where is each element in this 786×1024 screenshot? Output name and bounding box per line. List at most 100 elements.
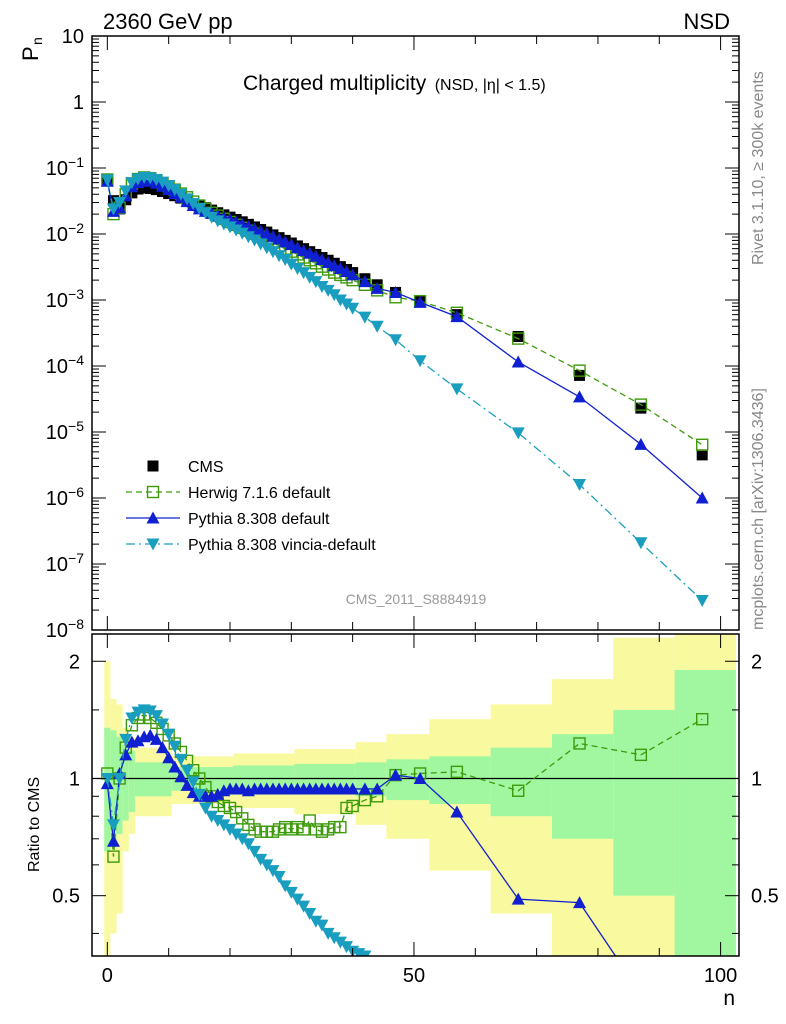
legend-entry-1: Herwig 7.1.6 default [126,485,331,502]
ratio-data-point [297,900,311,913]
main-data-point [260,242,274,255]
main-chart-subtitle: (NSD, |η| < 1.5) [435,77,546,94]
ratio-y-tick-label: 1 [69,768,80,790]
main-y-tick-label: 10 [62,26,84,48]
ratio-data-point [131,734,145,747]
ratio-data-point [106,819,120,832]
main-data-point [297,267,311,280]
ratio-data-point [168,740,182,753]
analysis-id-label: CMS_2011_S8884919 [346,591,487,607]
main-frame [91,35,740,631]
main-data-point [205,211,219,224]
main-data-point [573,390,587,403]
main-data-point [162,180,176,193]
main-data-point [327,289,341,302]
legend-label: CMS [188,459,224,476]
ratio-y-axis-label: Ratio to CMS [26,777,43,872]
inner-uncertainty-band [674,669,736,956]
main-data-point [346,268,360,281]
ratio-data-point [162,728,176,741]
main-data-point [511,355,525,368]
ratio-data-point [358,950,372,956]
ratio-y-tick-label-right: 2 [751,651,762,673]
ratio-data-point [143,728,157,741]
main-y-axis-label-subscript: n [29,37,45,45]
main-data-point [186,197,200,210]
main-data-point [198,207,212,220]
main-data-point [634,398,648,411]
ratio-x-tick-label: 100 [704,965,737,987]
ratio-frame [91,633,740,957]
ratio-data-point [107,850,120,863]
ratio-data-point [174,770,188,783]
main-data-point [450,310,464,323]
main-data-point [107,195,119,207]
ratio-data-point [119,733,133,746]
main-data-point [106,203,120,216]
main-data-point [413,355,427,368]
inner-uncertainty-band [490,747,552,817]
ratio-data-point [634,987,647,999]
main-series-layer [100,171,709,607]
ratio-data-point [149,710,163,723]
ratio-data-point [512,784,525,797]
ratio-data-point [278,880,292,893]
main-data-point [278,254,292,267]
main-data-point [573,364,586,377]
legend-label: Herwig 7.1.6 default [188,485,331,502]
main-data-point [634,437,648,450]
ratio-data-point [358,782,372,795]
legend-marker-swatch [147,460,159,472]
ratio-data-point [229,828,243,841]
ratio-data-point [634,748,648,762]
legend-entry-2: Pythia 8.308 default [126,511,330,528]
ratio-data-point [327,932,341,945]
main-data-point [315,281,329,294]
main-data-point [150,184,162,196]
ratio-data-point [315,919,329,932]
ratio-data-point [389,768,403,781]
main-data-point [634,537,648,550]
ratio-data-point [241,838,255,851]
ratio-data-point [340,941,354,954]
ratio-data-point [413,771,427,784]
main-series-line [106,180,703,499]
ratio-data-point [450,765,464,779]
main-data-point [370,281,384,294]
ratio-series-1 [100,728,647,999]
main-y-tick-label: 10−3 [46,286,84,312]
ratio-x-tick-label: 50 [403,965,425,987]
ratio-data-point [186,776,200,789]
main-data-point [370,320,384,333]
mcplots-note: mcplots.cern.ch [arXiv:1306.3436] [750,388,767,630]
uncertainty-bands [92,634,739,956]
legend-label: Pythia 8.308 vincia-default [188,537,376,554]
main-data-point [340,298,354,311]
ratio-data-point [217,819,231,832]
ratio-data-point [235,833,249,846]
main-data-point [223,221,237,234]
ratio-data-point [573,896,587,909]
ratio-data-point [370,782,384,795]
main-data-point [512,332,525,345]
main-y-tick-label: 10−4 [46,352,84,378]
ratio-y-tick-label: 0.5 [52,886,80,908]
ratio-data-point [511,892,525,905]
ratio-data-point [248,845,262,858]
main-data-point [389,334,403,347]
main-series-2 [100,174,709,504]
ratio-y-tick-label: 2 [69,651,80,673]
ratio-data-point [346,782,360,795]
inner-uncertainty-band [128,750,135,813]
ratio-data-point [334,820,347,834]
main-data-point [511,427,525,440]
main-y-tick-label: 10−6 [46,484,84,510]
main-chart-title-text: Charged multiplicity [243,72,427,95]
legend-entry-3: Pythia 8.308 vincia-default [126,537,376,554]
main-data-point [450,383,464,396]
legend: CMS Herwig 7.1.6 default Pythia 8.308 defa… [126,459,376,554]
main-data-point [574,369,586,381]
ratio-data-point [156,741,170,754]
main-data-point [113,197,127,210]
process-label: NSD [684,9,730,34]
